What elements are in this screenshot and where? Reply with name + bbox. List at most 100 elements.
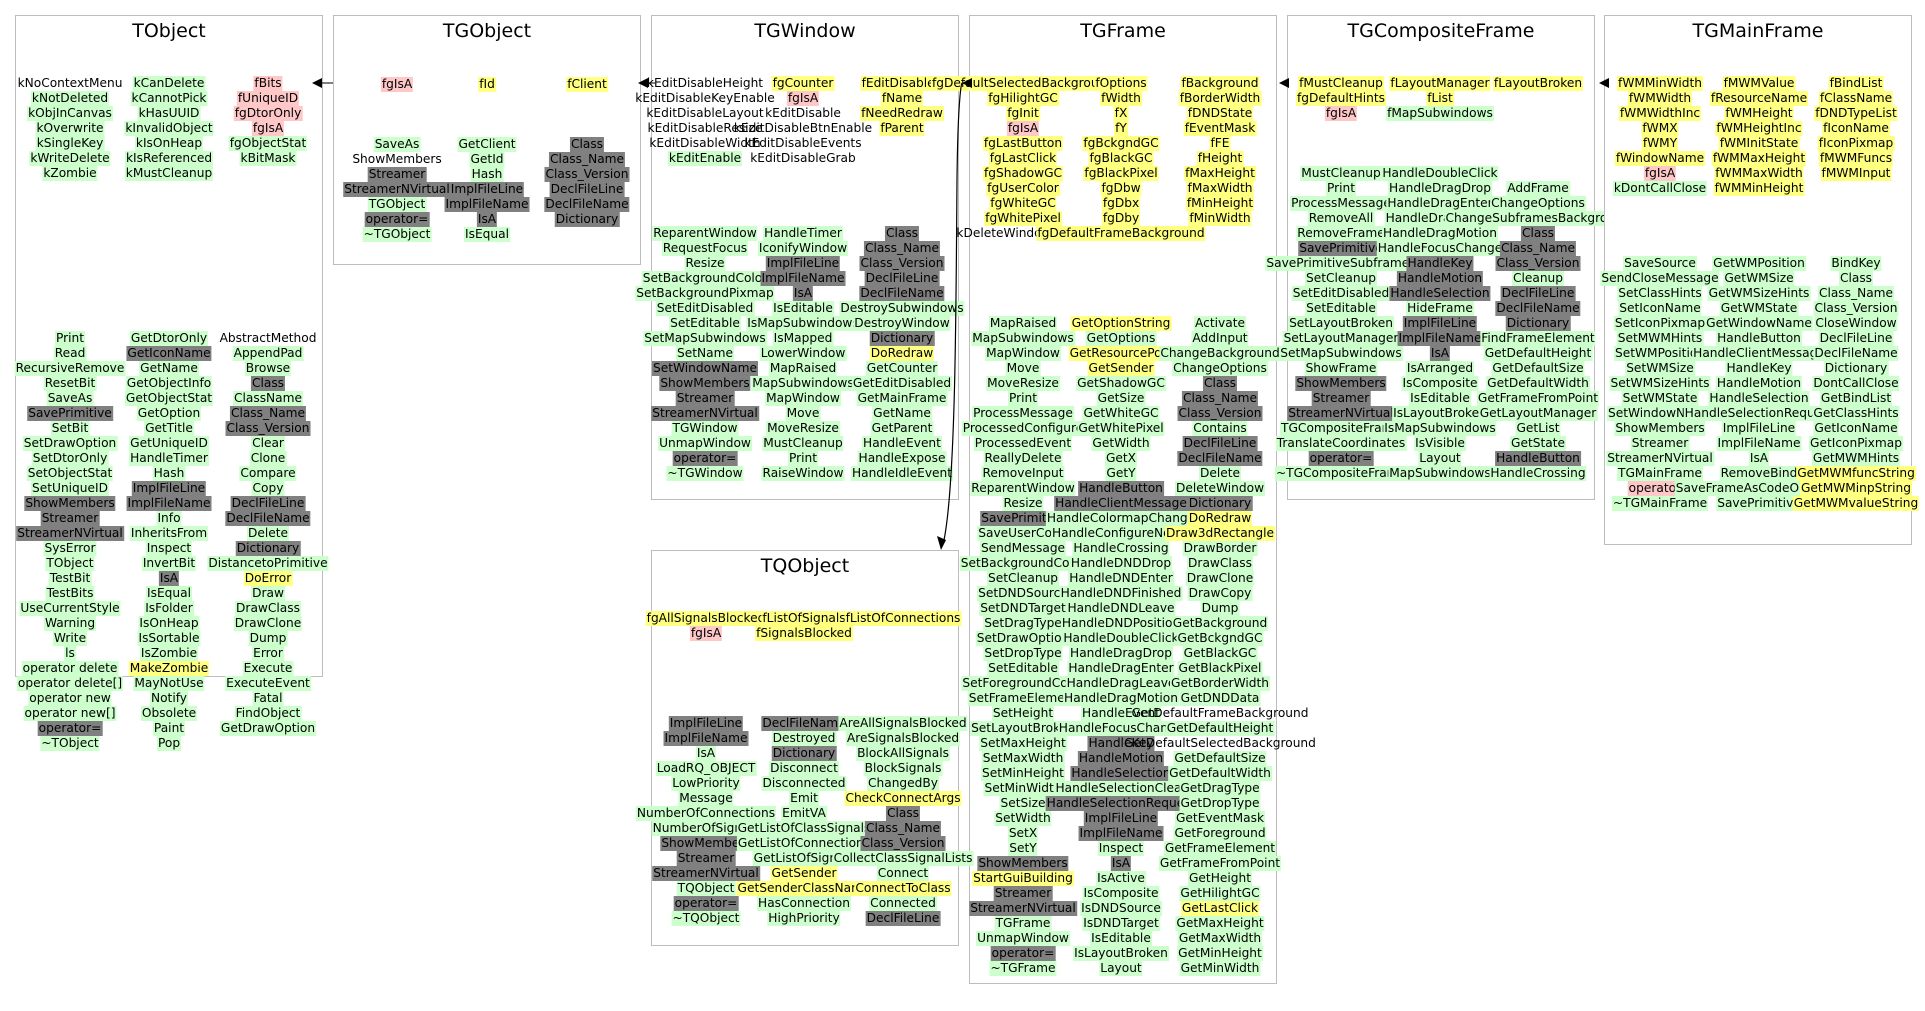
class-member[interactable]: RequestFocus [661, 241, 749, 256]
class-member[interactable]: Class [884, 226, 920, 241]
class-member[interactable]: DeleteWindow [1174, 481, 1266, 496]
class-member[interactable]: Disconnect [769, 761, 839, 776]
class-member[interactable]: GetBckgndGC [1176, 631, 1264, 646]
class-member[interactable]: HandleSelection [1070, 766, 1172, 781]
class-member[interactable]: fgDefaultFrameBackground [1036, 226, 1206, 241]
class-member[interactable]: DeclFileLine [865, 911, 941, 926]
class-member[interactable]: fDNDState [1186, 106, 1254, 121]
class-member[interactable]: DeclFileLine [230, 496, 306, 511]
class-member[interactable]: Dictionary [869, 331, 935, 346]
class-member[interactable]: Class [885, 806, 921, 821]
class-member[interactable]: Class_Name [1181, 391, 1259, 406]
class-member[interactable]: fgDbw [1100, 181, 1142, 196]
class-member[interactable]: Compare [239, 466, 297, 481]
class-member[interactable]: fWMHeight [1724, 106, 1794, 121]
class-member[interactable]: HandleFocusChange [1057, 721, 1185, 736]
class-member[interactable]: fMustCleanup [1298, 76, 1384, 91]
class-member[interactable]: GetMainFrame [856, 391, 948, 406]
class-member[interactable]: Dictionary [1505, 316, 1571, 331]
class-member[interactable]: fgIsA [786, 91, 820, 106]
class-member[interactable]: GetDefaultSize [1491, 361, 1585, 376]
class-member[interactable]: IsLayoutBroken [1073, 946, 1169, 961]
class-member[interactable]: IsA [1748, 451, 1770, 466]
class-member[interactable]: IsMapSubwindows [746, 316, 860, 331]
class-member[interactable]: ShowMembers [1295, 376, 1387, 391]
class-member[interactable]: GetCounter [865, 361, 939, 376]
class-member[interactable]: Move [1005, 361, 1041, 376]
class-member[interactable]: ConnectToClass [854, 881, 952, 896]
class-member[interactable]: HandleFocusChange [1376, 241, 1504, 256]
class-member[interactable]: ProcessedEvent [973, 436, 1073, 451]
class-member[interactable]: IsEqual [464, 227, 510, 242]
class-member[interactable]: GetFrameFromPoint [1476, 391, 1600, 406]
class-member[interactable]: Print [1007, 391, 1039, 406]
class-member[interactable]: kEditDisableBtnEnable [733, 121, 873, 135]
class-member[interactable]: SetObjectStat [26, 466, 114, 481]
class-member[interactable]: GetName [872, 406, 932, 421]
class-member[interactable]: GetLayoutManager [1478, 406, 1598, 421]
class-member[interactable]: IsActive [1096, 871, 1146, 886]
class-member[interactable]: HandleSelectionRequest [1683, 406, 1835, 421]
class-member[interactable]: Dictionary [771, 746, 837, 761]
class-member[interactable]: Activate [1194, 316, 1246, 331]
class-member[interactable]: SetWMSizeHints [1609, 376, 1711, 391]
class-member[interactable]: operator delete[] [16, 676, 124, 691]
class-member[interactable]: CollectClassSignalLists [832, 851, 974, 866]
class-member[interactable]: ~TQObject [671, 911, 741, 926]
class-member[interactable]: SendCloseMessage [1600, 271, 1720, 286]
class-member[interactable]: ls [64, 646, 76, 661]
class-member[interactable]: DeclFileName [1813, 346, 1899, 361]
class-member[interactable]: BlockSignals [863, 761, 943, 776]
class-member[interactable]: DeclFileLine [864, 271, 940, 286]
class-member[interactable]: IsMapped [772, 331, 834, 346]
class-member[interactable]: kEditDisableResize [647, 121, 763, 135]
class-member[interactable]: IsDNDSource [1080, 901, 1162, 916]
class-member[interactable]: ImplFileLine [449, 182, 525, 197]
class-member[interactable]: ~TGWindow [666, 466, 744, 481]
class-member[interactable]: DeclFileName [225, 511, 311, 526]
class-member[interactable]: kDontCallClose [1612, 181, 1708, 196]
class-member[interactable]: Class [1520, 226, 1556, 241]
class-member[interactable]: SetY [1008, 841, 1038, 856]
class-member[interactable]: ImplFileLine [131, 481, 207, 496]
class-member[interactable]: HandleDragMotion [1063, 691, 1179, 706]
class-member[interactable]: HandleTimer [763, 226, 843, 241]
class-member[interactable]: DeclFileName [859, 286, 945, 301]
class-member[interactable]: fWMMinHeight [1713, 181, 1805, 196]
class-member[interactable]: SetMinHeight [981, 766, 1065, 781]
class-member[interactable]: SetMaxWidth [981, 751, 1065, 766]
class-member[interactable]: ShowMembers [660, 836, 752, 851]
class-member[interactable]: ChangeSubframesBackground [1444, 211, 1632, 226]
class-member[interactable]: Class_Name [229, 406, 307, 421]
class-member[interactable]: IsDNDTarget [1082, 916, 1160, 931]
class-member[interactable]: FindObject [234, 706, 302, 721]
class-member[interactable]: operator= [990, 946, 1056, 961]
class-member[interactable]: fWMWidthInc [1618, 106, 1702, 121]
class-member[interactable]: IsA [476, 212, 498, 227]
class-member[interactable]: RemoveAll [1307, 211, 1375, 226]
class-member[interactable]: fgDefaultSelectedBackground [930, 76, 1116, 91]
class-member[interactable]: kEditDisableHeight [646, 76, 764, 90]
class-member[interactable]: Info [156, 511, 182, 526]
class-member[interactable]: Dictionary [235, 541, 301, 556]
class-member[interactable]: IsEqual [146, 586, 192, 601]
class-member[interactable]: ReparentWindow [652, 226, 758, 241]
class-member[interactable]: fgWhiteGC [989, 196, 1057, 211]
class-member[interactable]: fLayoutBroken [1492, 76, 1584, 91]
class-member[interactable]: TGWindow [671, 421, 739, 436]
class-member[interactable]: ShowMembers [352, 152, 442, 166]
class-member[interactable]: fListOfConnections [844, 611, 962, 626]
class-member[interactable]: fgIsA [380, 77, 414, 92]
class-member[interactable]: kEditDisableKeyEnable [635, 91, 775, 105]
class-member[interactable]: CloseWindow [1814, 316, 1898, 331]
class-member[interactable]: StreamerNVirtual [16, 526, 124, 541]
class-member[interactable]: fgDefaultHints [1296, 91, 1386, 106]
class-member[interactable]: SetEditable [669, 316, 741, 331]
class-member[interactable]: Dictionary [554, 212, 620, 227]
class-member[interactable]: GetList [1515, 421, 1561, 436]
class-member[interactable]: HandleDragDrop [1388, 181, 1492, 196]
class-member[interactable]: RecursiveRemove [14, 361, 126, 376]
class-member[interactable]: SetLayoutManager [1282, 331, 1400, 346]
class-member[interactable]: GetFrameFromPoint [1158, 856, 1282, 871]
class-member[interactable]: DeclFileName [1177, 451, 1263, 466]
